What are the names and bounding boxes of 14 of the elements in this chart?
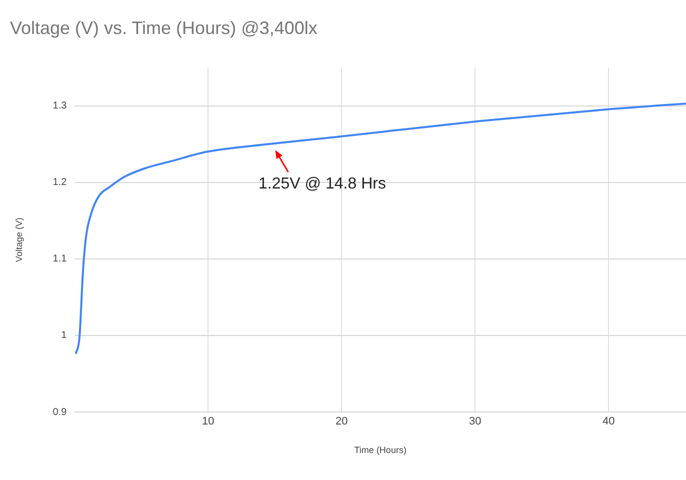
x-axis-title: Time (Hours) xyxy=(354,445,406,456)
y-tick-label: 1.1 xyxy=(52,254,68,265)
x-tick-label: 40 xyxy=(602,416,615,428)
y-tick-label: 1 xyxy=(61,330,68,342)
x-tick-label: 10 xyxy=(202,416,214,428)
y-axis-title: Voltage (V) xyxy=(14,218,24,262)
y-tick-label: 1.3 xyxy=(52,100,68,112)
y-tick-label: 0.9 xyxy=(52,406,68,418)
line-series xyxy=(74,102,686,355)
x-tick-label: 20 xyxy=(336,416,348,428)
y-tick-label: 1.2 xyxy=(52,177,68,188)
chart-title: Voltage (V) vs. Time (Hours) @3,400lx xyxy=(10,18,318,38)
x-tick-label: 30 xyxy=(468,416,482,428)
annotation: 1.25V @ 14.8 Hrs xyxy=(258,176,386,193)
